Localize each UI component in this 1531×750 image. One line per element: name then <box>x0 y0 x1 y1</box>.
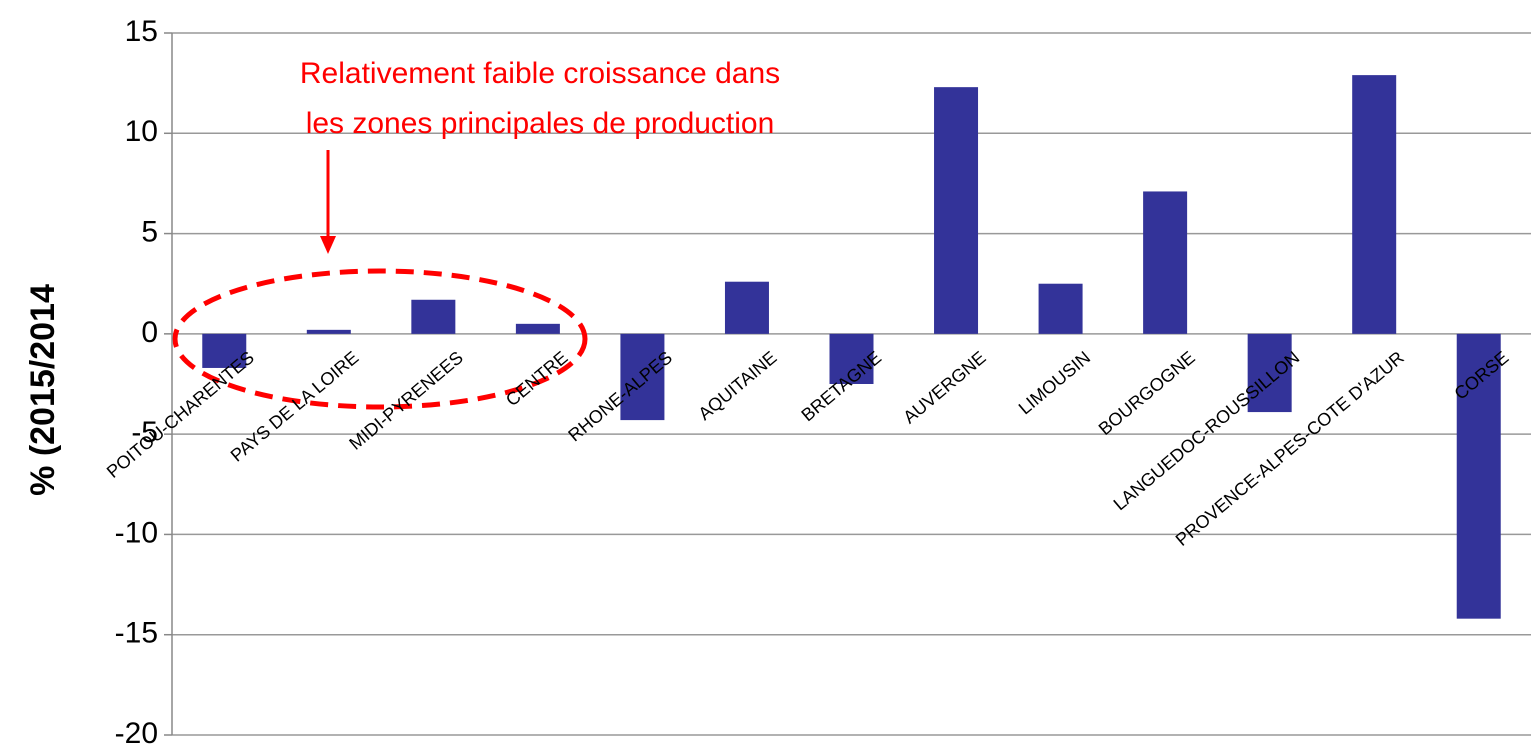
x-tick-label: BOURGOGNE <box>1095 347 1199 439</box>
x-tick-label: MIDI-PYRENEES <box>345 347 467 454</box>
highlight-ellipse <box>172 268 588 410</box>
bar <box>1247 333 1292 413</box>
bar <box>1038 283 1083 334</box>
x-tick-label: LANGUEDOC-ROUSSILLON <box>1110 347 1304 514</box>
annotation: Relativement faible croissance dans <box>300 57 780 90</box>
bar <box>1352 75 1397 334</box>
bar <box>724 281 769 334</box>
y-tick-label: -20 <box>115 717 158 750</box>
bar <box>1456 333 1501 619</box>
bar <box>202 333 247 368</box>
bar <box>934 87 979 334</box>
y-tick-label: 0 <box>141 316 158 349</box>
y-tick-label: -5 <box>131 416 158 449</box>
y-tick-label: -15 <box>115 617 158 650</box>
y-tick-label: 10 <box>125 115 158 148</box>
y-axis-label: % (2015/2014 <box>24 284 62 496</box>
arrow-head <box>320 236 336 254</box>
bar <box>829 333 874 384</box>
x-tick-label: CENTRE <box>502 347 572 410</box>
x-tick-label: POITOU-CHARENTES <box>103 347 258 482</box>
bar <box>620 333 665 421</box>
annotation: les zones principales de production <box>306 107 775 140</box>
bar <box>411 299 456 334</box>
y-tick-label: 15 <box>125 15 158 48</box>
bar <box>1143 191 1188 334</box>
y-tick-label: 5 <box>141 215 158 248</box>
x-tick-label: AUVERGNE <box>899 347 989 427</box>
y-tick-label: -10 <box>115 516 158 549</box>
x-tick-label: AQUITAINE <box>694 347 780 424</box>
bar <box>306 329 351 334</box>
x-tick-label: LIMOUSIN <box>1015 347 1095 418</box>
bar <box>515 323 560 334</box>
